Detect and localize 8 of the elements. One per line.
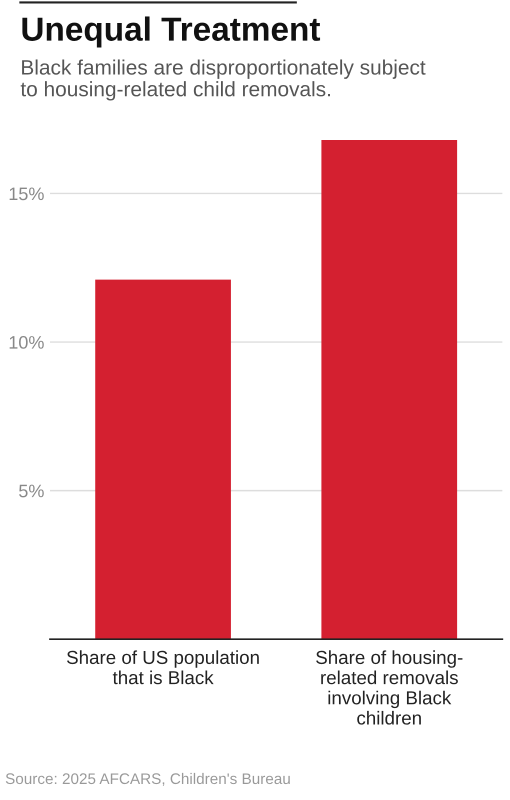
y-tick-label: 15% — [10, 188, 44, 200]
x-tick-label: Share of housing- related removals involving Black children — [316, 650, 462, 725]
y-tick-label: 5% — [19, 484, 44, 498]
x-tick-label: Share of US population that is Black — [66, 650, 259, 684]
y-tick-label: 10% — [10, 336, 44, 349]
chart-subtitle: Black families are disproportionately subject to housing-related child removals. — [20, 59, 426, 101]
source-note: Source: 2025 AFCARS, Children's Bureau — [6, 772, 290, 786]
chart-title: Unequal Treatment — [22, 16, 320, 48]
